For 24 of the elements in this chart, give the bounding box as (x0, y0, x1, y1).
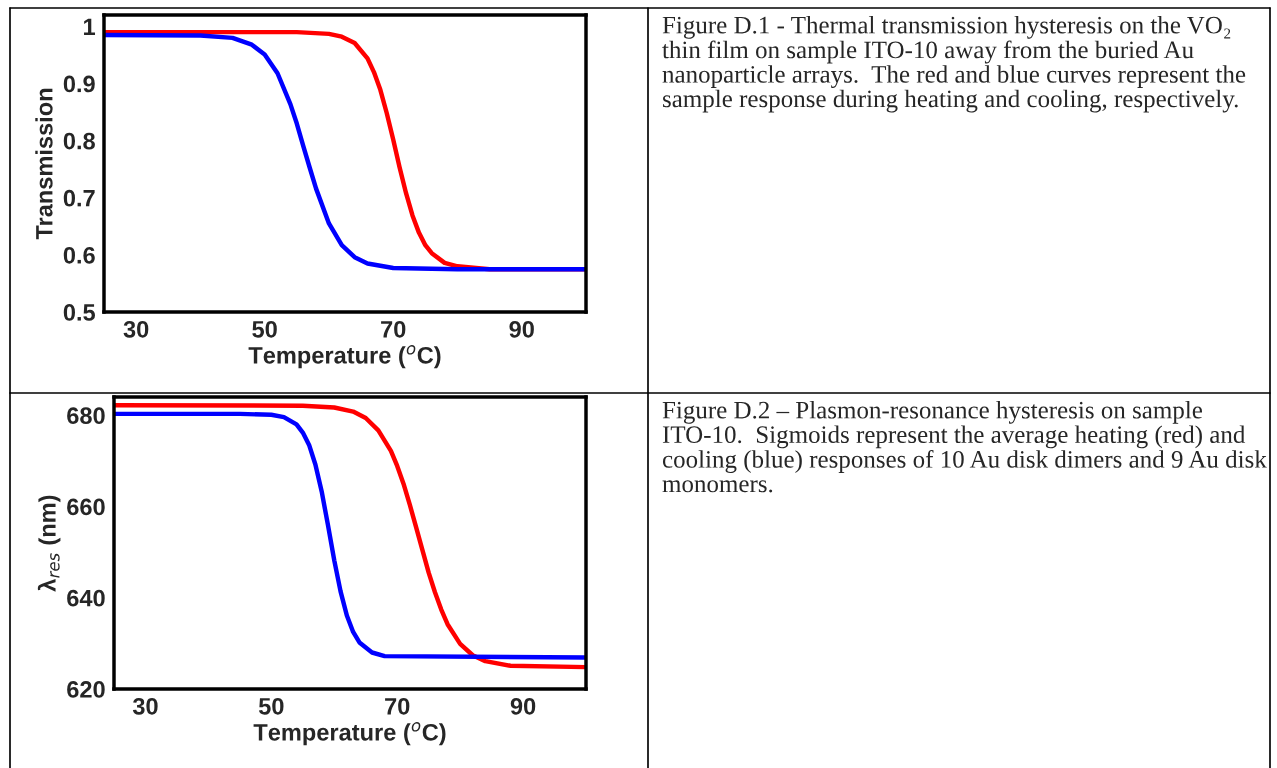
x-tick-label: 70 (381, 320, 406, 338)
y-tick-label: 0.6 (63, 246, 95, 264)
y-tick-label: 620 (67, 681, 105, 698)
y-axis-title: Transmission (35, 88, 53, 240)
y-tick-label: 0.5 (63, 304, 96, 321)
x-axis-title: Temperature ($^{o}$C) (248, 345, 441, 369)
text: Figure D.1 - Thermal transmission hysteresis on the VO₂ thin film on sample ITO-10 away from the buried Au nanoparticle arrays. The red and blue curves represent the sample response during heating and cooling, respectively. (662, 16, 1246, 113)
y-tick-label: 1 (84, 18, 96, 35)
y-tick-label: 0.9 (63, 75, 95, 93)
x-tick-label: 90 (509, 320, 534, 338)
x-axis-title: Temperature ($^{o}$C) (253, 722, 446, 746)
x-tick-label: 30 (123, 320, 149, 338)
y-tick-label: 0.7 (63, 189, 95, 207)
x-tick-label: 50 (252, 320, 277, 338)
x-tick-label: 30 (132, 697, 158, 715)
y-tick-label: 680 (67, 407, 105, 425)
text: Figure D.2 – Plasmon-resonance hysteresis on sample ITO-10. Sigmoids represent the average heating (red) and cooling (blue) responses of 10 Au disk dimers and 9 Au disk monomers. (662, 401, 1267, 493)
y-tick-label: 0.8 (63, 132, 95, 150)
x-tick-label: 70 (385, 697, 410, 715)
y-tick-label: 660 (67, 498, 105, 516)
x-tick-label: 50 (258, 697, 284, 715)
y-tick-label: 640 (67, 589, 105, 607)
x-tick-label: 90 (510, 697, 536, 715)
y-axis-title: λ$_{res}$ (nm) (37, 495, 61, 592)
